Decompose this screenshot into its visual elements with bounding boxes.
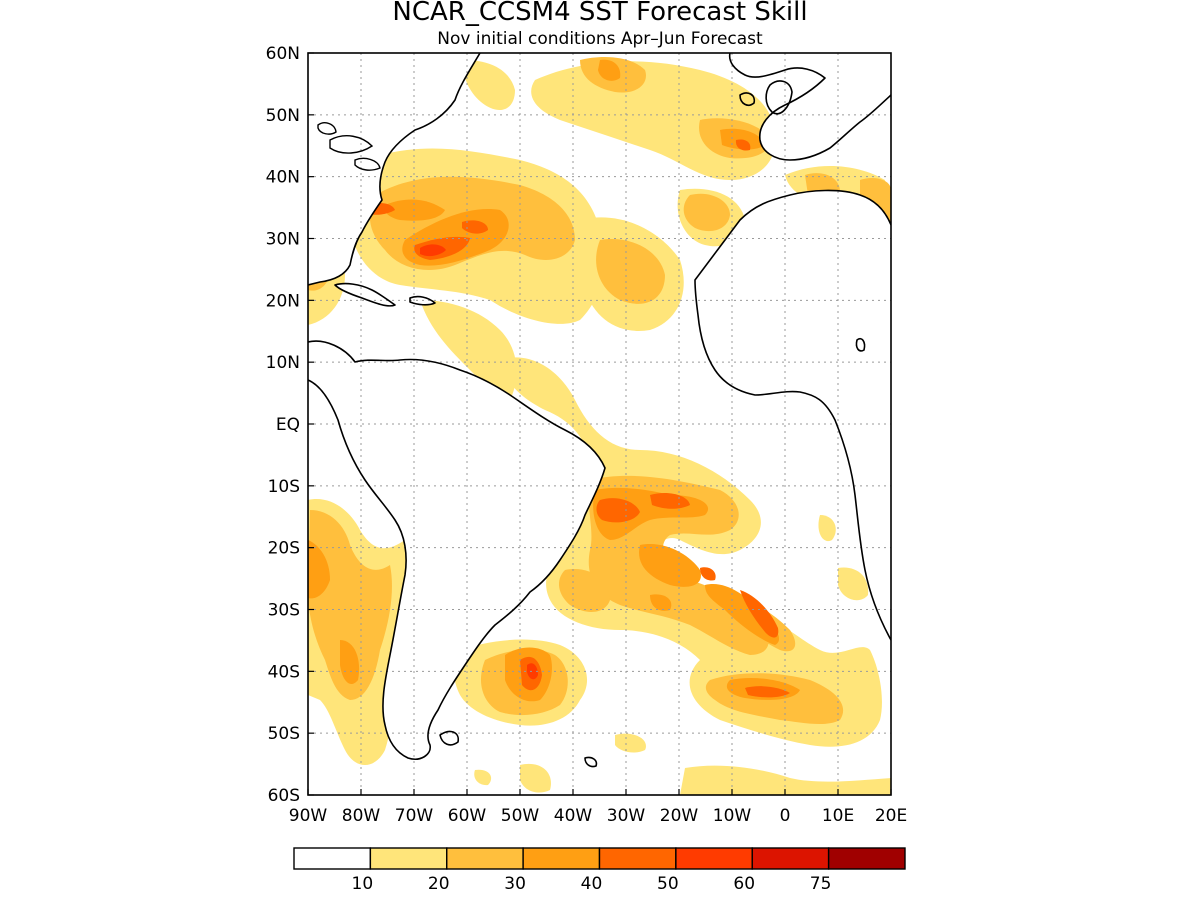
- x-tick-label: 10E: [822, 806, 854, 826]
- x-tick-label: 80W: [342, 806, 381, 826]
- colorbar-label: 30: [504, 874, 526, 894]
- colorbar: 10 20 30 40 50 60 75: [293, 847, 906, 894]
- x-tick-label: 90W: [289, 806, 328, 826]
- x-tick-label: 0: [780, 806, 791, 826]
- colorbar-swatch: [522, 847, 601, 870]
- y-tick-label: 50N: [266, 106, 300, 126]
- y-tick-label: 30S: [268, 601, 300, 621]
- y-tick-label: 30N: [266, 230, 300, 250]
- map-gridlines: [308, 53, 891, 795]
- colorbar-label: 40: [581, 874, 603, 894]
- colorbar-swatch: [827, 847, 906, 870]
- colorbar-label: 50: [657, 874, 679, 894]
- colorbar-label: 20: [428, 874, 450, 894]
- colorbar-swatch: [598, 847, 677, 870]
- colorbar-swatch: [369, 847, 448, 870]
- colorbar-label: 10: [352, 874, 374, 894]
- colorbar-swatch: [446, 847, 524, 870]
- x-tick-label: 30W: [607, 806, 646, 826]
- coastlines: [308, 53, 891, 768]
- colorbar-label: 60: [733, 874, 755, 894]
- y-tick-label: 40S: [268, 662, 300, 682]
- y-tick-label: 10S: [268, 477, 300, 497]
- x-tick-label: 70W: [395, 806, 434, 826]
- colorbar-swatch: [675, 847, 753, 870]
- y-tick-label: 60N: [266, 44, 300, 64]
- colorbar-swatch: [751, 847, 830, 870]
- y-tick-label: 50S: [268, 724, 300, 744]
- x-tick-label: 50W: [501, 806, 540, 826]
- x-tick-label: 40W: [554, 806, 593, 826]
- colorbar-label: 75: [810, 874, 832, 894]
- chart-title: NCAR_CCSM4 SST Forecast Skill: [392, 0, 807, 27]
- land-masses: [308, 53, 891, 760]
- x-tick-label: 20W: [660, 806, 699, 826]
- colorbar-swatch: [293, 847, 372, 870]
- x-tick-label: 20E: [875, 806, 907, 826]
- y-tick-label: EQ: [276, 415, 300, 435]
- longitude-axis: 90W 80W 70W 60W 50W 40W 30W 20W 10W 0 10E 20E: [289, 789, 907, 826]
- x-tick-label: 10W: [713, 806, 752, 826]
- x-tick-label: 60W: [448, 806, 487, 826]
- map-area: [308, 53, 891, 795]
- y-tick-label: 20S: [268, 539, 300, 559]
- y-tick-label: 20N: [266, 291, 300, 311]
- skill-level-50: [420, 244, 538, 680]
- latitude-axis: 60N 50N 40N 30N 20N 10N EQ 10S 20S 30S 40S 50S 60S: [266, 44, 314, 806]
- chart-subtitle: Nov initial conditions Apr–Jun Forecast: [437, 29, 763, 49]
- y-tick-label: 40N: [266, 168, 300, 188]
- y-tick-label: 10N: [266, 353, 300, 373]
- y-tick-label: 60S: [268, 786, 300, 806]
